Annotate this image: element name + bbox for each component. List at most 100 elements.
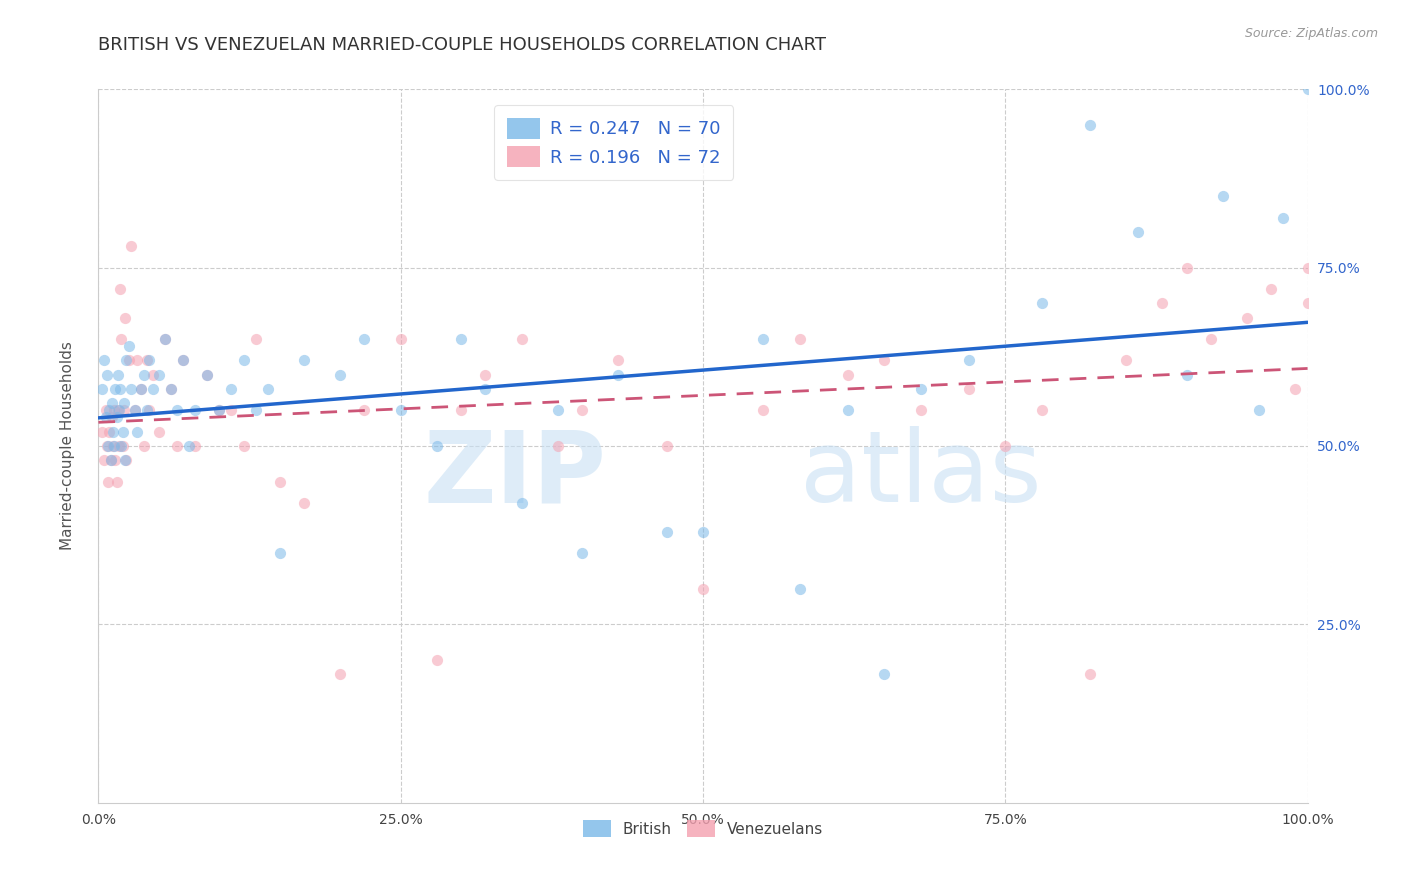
Point bbox=[112, 403, 135, 417]
Point bbox=[292, 353, 315, 368]
Point bbox=[389, 332, 412, 346]
Point bbox=[957, 382, 980, 396]
Point bbox=[172, 353, 194, 368]
Point bbox=[1078, 118, 1101, 132]
Point bbox=[1152, 296, 1174, 310]
Point bbox=[101, 425, 124, 439]
Point bbox=[994, 439, 1017, 453]
Point bbox=[1260, 282, 1282, 296]
Point bbox=[138, 353, 160, 368]
Point bbox=[450, 403, 472, 417]
Point bbox=[120, 239, 142, 253]
Point bbox=[256, 382, 278, 396]
Point bbox=[353, 403, 375, 417]
Point bbox=[208, 403, 231, 417]
Point bbox=[142, 368, 165, 382]
Point bbox=[1236, 310, 1258, 325]
Point bbox=[873, 667, 896, 681]
Point bbox=[135, 353, 157, 368]
Point bbox=[160, 382, 183, 396]
Point bbox=[111, 439, 134, 453]
Point bbox=[789, 332, 811, 346]
Point bbox=[104, 382, 127, 396]
Point bbox=[837, 403, 859, 417]
Point bbox=[873, 353, 896, 368]
Point bbox=[160, 382, 183, 396]
Point bbox=[232, 439, 254, 453]
Point bbox=[142, 382, 165, 396]
Point bbox=[692, 524, 714, 539]
Point bbox=[100, 410, 122, 425]
Point bbox=[107, 368, 129, 382]
Point bbox=[195, 368, 218, 382]
Point bbox=[107, 403, 129, 417]
Point bbox=[103, 439, 125, 453]
Point bbox=[547, 439, 569, 453]
Point bbox=[1249, 403, 1271, 417]
Point bbox=[127, 353, 149, 368]
Point bbox=[91, 425, 114, 439]
Point bbox=[195, 368, 218, 382]
Point bbox=[221, 403, 243, 417]
Point bbox=[118, 353, 141, 368]
Point bbox=[329, 368, 352, 382]
Point bbox=[232, 353, 254, 368]
Point bbox=[172, 353, 194, 368]
Point bbox=[474, 382, 496, 396]
Point bbox=[114, 310, 136, 325]
Point bbox=[1296, 82, 1319, 96]
Point bbox=[655, 524, 678, 539]
Point bbox=[1078, 667, 1101, 681]
Point bbox=[1031, 296, 1053, 310]
Point bbox=[752, 403, 775, 417]
Point bbox=[1296, 260, 1319, 275]
Point bbox=[752, 332, 775, 346]
Point bbox=[1199, 332, 1222, 346]
Point bbox=[101, 439, 124, 453]
Point bbox=[1115, 353, 1137, 368]
Point bbox=[269, 546, 291, 560]
Point bbox=[96, 368, 118, 382]
Point bbox=[120, 382, 142, 396]
Point bbox=[138, 403, 160, 417]
Text: ZIP: ZIP bbox=[423, 426, 606, 523]
Point bbox=[135, 403, 157, 417]
Point bbox=[148, 425, 170, 439]
Point bbox=[1296, 296, 1319, 310]
Point bbox=[93, 353, 115, 368]
Text: atlas: atlas bbox=[800, 426, 1042, 523]
Point bbox=[510, 332, 533, 346]
Point bbox=[110, 439, 132, 453]
Point bbox=[100, 453, 122, 467]
Point bbox=[607, 353, 630, 368]
Point bbox=[329, 667, 352, 681]
Text: BRITISH VS VENEZUELAN MARRIED-COUPLE HOUSEHOLDS CORRELATION CHART: BRITISH VS VENEZUELAN MARRIED-COUPLE HOU… bbox=[98, 36, 827, 54]
Point bbox=[692, 582, 714, 596]
Point bbox=[118, 339, 141, 353]
Point bbox=[353, 332, 375, 346]
Point bbox=[1031, 403, 1053, 417]
Point bbox=[179, 439, 201, 453]
Point bbox=[1128, 225, 1150, 239]
Point bbox=[957, 353, 980, 368]
Point bbox=[112, 396, 135, 410]
Point bbox=[97, 439, 120, 453]
Point bbox=[115, 353, 138, 368]
Point bbox=[510, 496, 533, 510]
Point bbox=[571, 546, 593, 560]
Point bbox=[426, 653, 449, 667]
Point bbox=[111, 425, 134, 439]
Point bbox=[1175, 368, 1198, 382]
Point bbox=[105, 410, 128, 425]
Point bbox=[547, 403, 569, 417]
Point bbox=[108, 382, 131, 396]
Point bbox=[124, 403, 146, 417]
Point bbox=[153, 332, 176, 346]
Point bbox=[115, 453, 138, 467]
Point bbox=[245, 332, 267, 346]
Point bbox=[910, 403, 932, 417]
Point bbox=[103, 403, 125, 417]
Point bbox=[114, 453, 136, 467]
Point bbox=[450, 332, 472, 346]
Point bbox=[1212, 189, 1234, 203]
